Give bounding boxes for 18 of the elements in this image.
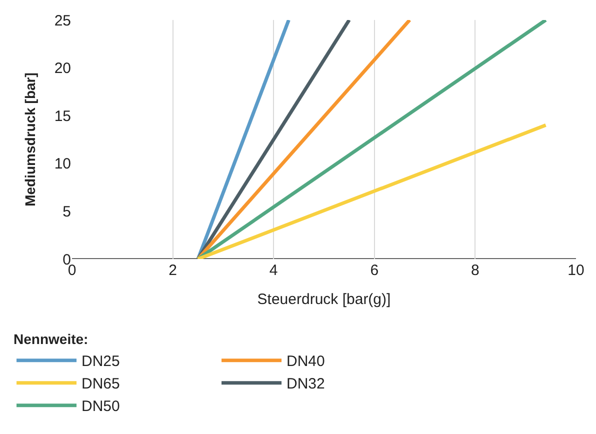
- y-tick-label: 5: [62, 203, 71, 220]
- y-tick-label: 25: [54, 12, 71, 30]
- x-tick-label: 4: [269, 262, 278, 279]
- legend-label: DN65: [82, 376, 120, 393]
- y-tick-label: 20: [54, 60, 71, 78]
- x-tick-label: 6: [370, 262, 379, 279]
- x-axis-title: Steuerdruck [bar(g)]: [257, 291, 391, 308]
- y-tick-label: 15: [54, 108, 71, 125]
- legend-label: DN32: [286, 376, 325, 393]
- x-tick-label: 10: [568, 262, 584, 279]
- legend-title: Nennweite:: [14, 331, 88, 348]
- x-tick-label: 2: [168, 262, 177, 279]
- legend-label: DN50: [82, 398, 120, 416]
- x-tick-label: 8: [471, 262, 480, 279]
- y-axis-title: Mediumsdruck [bar]: [22, 72, 38, 206]
- legend-label: DN40: [286, 353, 325, 370]
- y-tick-label: 10: [54, 156, 71, 173]
- legend-label: DN25: [82, 353, 120, 370]
